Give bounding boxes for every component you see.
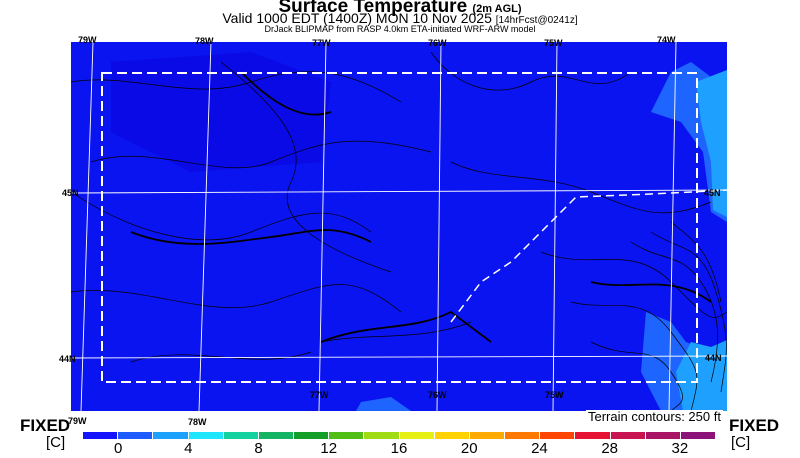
color-scale-label: 24 <box>531 440 548 457</box>
color-scale-label: 4 <box>184 440 193 457</box>
lat-lon-grid <box>71 42 727 411</box>
warm-region-east <box>696 70 727 217</box>
color-scale-segment <box>399 432 435 439</box>
grid-label-bottom-78w: 78W <box>188 417 207 427</box>
color-scale-bar <box>83 432 716 439</box>
grid-label-top-76w: 76W <box>428 38 447 48</box>
color-scale-label: 0 <box>113 440 123 457</box>
grid-label-top-75w: 75W <box>544 38 563 48</box>
title-main: Surface Temperature <box>278 0 468 17</box>
fixed-label-right: FIXED <box>729 416 780 435</box>
grid-label-left-44n: 44N <box>59 354 76 364</box>
grid-label-top-79w: 79W <box>78 35 97 45</box>
color-scale-label: 16 <box>390 440 408 457</box>
color-scale-segment <box>223 432 259 439</box>
color-scale-segment <box>610 432 646 439</box>
domain-boundary <box>101 72 698 383</box>
color-scale-segment <box>258 432 295 439</box>
grid-label-bottom-79w: 79W <box>68 416 87 426</box>
color-scale-segment <box>680 432 716 439</box>
grid-label-bottom-76w: 76W <box>428 390 447 400</box>
color-scale-segment <box>645 432 681 439</box>
color-scale-label: 28 <box>601 440 618 457</box>
color-scale-segment <box>188 432 224 439</box>
grid-label-right-44n: 44N <box>705 353 722 363</box>
color-scale-segment <box>153 432 189 439</box>
chart-title: Surface Temperature (2m AGL) <box>0 0 800 19</box>
fixed-label-left: FIXED <box>20 416 71 435</box>
grid-label-right-45n: 45N <box>704 188 721 198</box>
unit-label-left: [C] <box>46 434 66 451</box>
color-scale-segment <box>469 432 506 439</box>
color-scale-label: 8 <box>254 440 263 457</box>
color-scale-segment <box>505 432 541 439</box>
color-scale-segment <box>118 432 154 439</box>
bold-contours <box>130 71 712 343</box>
grid-label-left-45n: 45N <box>62 188 79 198</box>
color-scale-segment <box>434 432 470 439</box>
color-scale-segment <box>294 432 330 439</box>
color-scale-segment <box>575 432 611 439</box>
unit-label-right: [C] <box>731 434 751 451</box>
title-qualifier: (2m AGL) <box>472 3 522 15</box>
valid-time-main: Valid 1000 EDT (1400Z) MON 10 Nov 2025 <box>222 10 492 26</box>
color-scale-label: 12 <box>320 440 338 457</box>
grid-label-top-78w: 78W <box>195 36 214 46</box>
forecast-note: [14hrFcst@0241z] <box>495 15 578 26</box>
temperature-map <box>71 42 727 411</box>
color-scale-label: 32 <box>671 440 689 457</box>
color-scale-segment <box>83 432 119 439</box>
color-scale-segment <box>540 432 576 439</box>
terrain-contour-note: Terrain contours: 250 ft <box>586 409 723 424</box>
warm-patch-south <box>356 397 411 411</box>
valid-time: Valid 1000 EDT (1400Z) MON 10 Nov 2025 [… <box>0 11 800 28</box>
color-scale-label: 20 <box>460 440 478 457</box>
grid-label-bottom-75w: 75W <box>545 390 564 400</box>
grid-label-bottom-77w: 77W <box>310 390 329 400</box>
contour-lines <box>71 51 727 411</box>
model-source: DrJack BLIPMAP from RASP 4.0km ETA-initi… <box>264 24 536 34</box>
warm-region-southeast <box>676 340 727 411</box>
grid-label-top-74w: 74W <box>657 35 676 45</box>
color-scale-segment <box>364 432 400 439</box>
color-scale-segment <box>329 432 365 439</box>
grid-label-top-77w: 77W <box>312 38 331 48</box>
shade-region <box>111 52 331 172</box>
state-border <box>450 189 727 323</box>
